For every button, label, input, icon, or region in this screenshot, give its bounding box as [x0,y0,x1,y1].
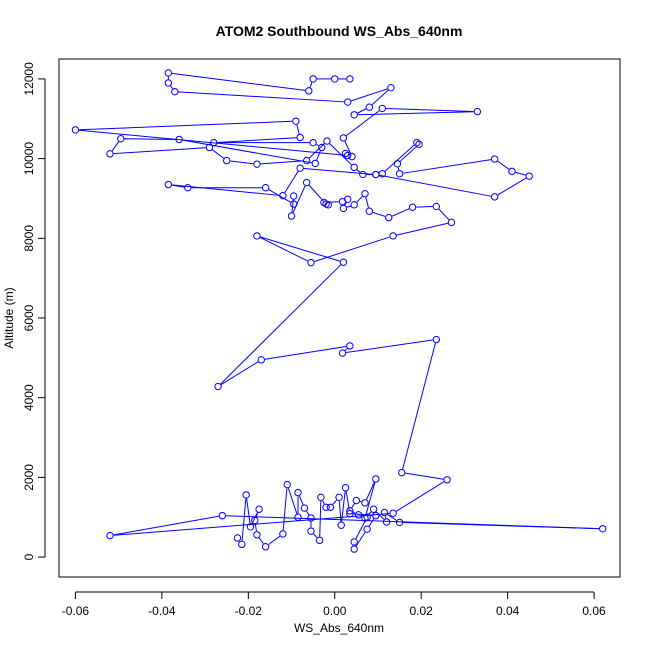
y-tick-label: 10000 [22,142,36,176]
x-tick-label: 0.00 [323,604,347,618]
y-tick-label: 2000 [22,464,36,491]
chart-title: ATOM2 Southbound WS_Abs_640nm [216,23,463,39]
y-tick-label: 0 [22,553,36,560]
x-tick-label: 0.04 [496,604,520,618]
series-segment [416,207,432,208]
y-axis-title: Altitude (m) [2,287,16,348]
y-tick-label: 8000 [22,225,36,252]
x-tick-label: -0.04 [148,604,176,618]
x-tick-label: -0.02 [235,604,263,618]
x-tick-label: -0.06 [62,604,90,618]
series-segment [398,167,399,170]
x-tick-label: 0.06 [582,604,606,618]
y-tick-label: 12000 [22,62,36,96]
y-tick-label: 6000 [22,304,36,331]
series-segment [385,516,386,518]
x-tick-label: 0.02 [410,604,434,618]
x-axis-title: WS_Abs_640nm [294,621,384,635]
y-tick-label: 4000 [22,384,36,411]
series-segment [125,139,176,140]
